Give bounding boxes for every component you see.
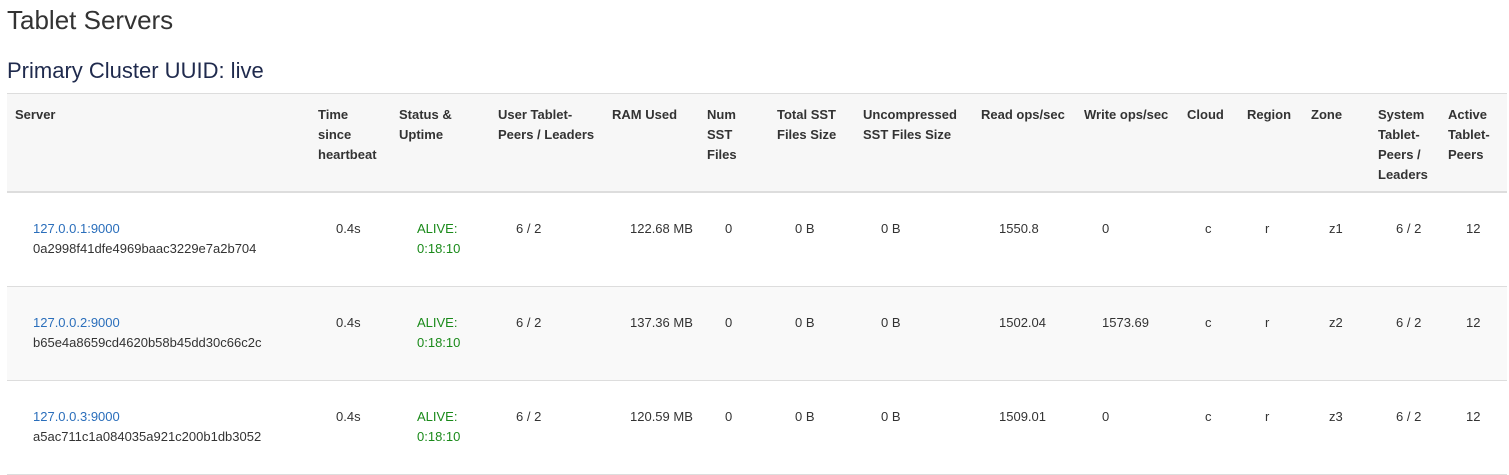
user-tablets-cell: 6 / 2 — [490, 380, 604, 475]
uncompressed-sst-cell: 0 B — [855, 286, 973, 381]
total-sst-cell: 0 B — [769, 380, 855, 475]
total-sst-cell: 0 B — [769, 192, 855, 287]
ram-cell: 137.36 MB — [604, 286, 699, 381]
num-sst-cell: 0 — [699, 380, 769, 475]
server-cell: 127.0.0.2:9000 b65e4a8659cd4620b58b45dd30… — [7, 286, 310, 381]
server-cell: 127.0.0.1:9000 0a2998f41dfe4969baac3229e7… — [7, 192, 310, 287]
system-tablets-cell: 6 / 2 — [1370, 192, 1440, 287]
column-header: RAM Used — [604, 93, 699, 193]
heartbeat-cell: 0.4s — [310, 380, 391, 475]
active-peers-cell: 12 — [1440, 286, 1507, 381]
column-header: Time since heartbeat — [310, 93, 391, 193]
write-ops-cell: 0 — [1076, 380, 1179, 475]
column-header: Write ops/sec — [1076, 93, 1179, 193]
write-ops-cell: 0 — [1076, 192, 1179, 287]
server-cell: 127.0.0.3:9000 a5ac711c1a084035a921c200b1… — [7, 380, 310, 475]
page-title: Tablet Servers — [7, 5, 174, 35]
zone-cell: z2 — [1303, 286, 1370, 381]
column-header: Server — [7, 93, 310, 193]
zone-cell: z3 — [1303, 380, 1370, 475]
column-header: System Tablet-Peers / Leaders — [1370, 93, 1440, 193]
server-uuid: b65e4a8659cd4620b58b45dd30c66c2c — [33, 335, 262, 350]
cloud-cell: c — [1179, 380, 1239, 475]
write-ops-cell: 1573.69 — [1076, 286, 1179, 381]
cluster-uuid-heading: Primary Cluster UUID: live — [7, 58, 264, 83]
column-header: Region — [1239, 93, 1303, 193]
uncompressed-sst-cell: 0 B — [855, 192, 973, 287]
read-ops-cell: 1509.01 — [973, 380, 1076, 475]
cloud-cell: c — [1179, 286, 1239, 381]
num-sst-cell: 0 — [699, 286, 769, 381]
system-tablets-cell: 6 / 2 — [1370, 286, 1440, 381]
user-tablets-cell: 6 / 2 — [490, 286, 604, 381]
read-ops-cell: 1502.04 — [973, 286, 1076, 381]
column-header: User Tablet-Peers / Leaders — [490, 93, 604, 193]
status-badge: ALIVE: — [417, 409, 458, 424]
region-cell: r — [1239, 380, 1303, 475]
region-cell: r — [1239, 286, 1303, 381]
ram-cell: 122.68 MB — [604, 192, 699, 287]
heartbeat-cell: 0.4s — [310, 192, 391, 287]
uptime: 0:18:10 — [417, 335, 461, 350]
status-badge: ALIVE: — [417, 315, 458, 330]
column-header: Uncompressed SST Files Size — [855, 93, 973, 193]
column-header: Cloud — [1179, 93, 1239, 193]
cloud-cell: c — [1179, 192, 1239, 287]
server-link[interactable]: 127.0.0.2:9000 — [33, 315, 120, 330]
server-link[interactable]: 127.0.0.1:9000 — [33, 221, 120, 236]
column-header: Status & Uptime — [391, 93, 490, 193]
zone-cell: z1 — [1303, 192, 1370, 287]
table-row: 127.0.0.3:9000 a5ac711c1a084035a921c200b1… — [7, 380, 1507, 475]
heartbeat-cell: 0.4s — [310, 286, 391, 381]
column-header: Read ops/sec — [973, 93, 1076, 193]
column-header: Zone — [1303, 93, 1370, 193]
status-cell: ALIVE: 0:18:10 — [391, 192, 490, 287]
active-peers-cell: 12 — [1440, 192, 1507, 287]
column-header: Active Tablet-Peers — [1440, 93, 1507, 193]
column-header: Total SST Files Size — [769, 93, 855, 193]
uptime: 0:18:10 — [417, 241, 461, 256]
status-badge: ALIVE: — [417, 221, 458, 236]
region-cell: r — [1239, 192, 1303, 287]
server-link[interactable]: 127.0.0.3:9000 — [33, 409, 120, 424]
tablet-servers-table: Server Time since heartbeat Status & Uptim… — [7, 93, 1507, 475]
table-row: 127.0.0.2:9000 b65e4a8659cd4620b58b45dd30… — [7, 286, 1507, 381]
table-row: 127.0.0.1:9000 0a2998f41dfe4969baac3229e7… — [7, 192, 1507, 287]
active-peers-cell: 12 — [1440, 380, 1507, 475]
ram-cell: 120.59 MB — [604, 380, 699, 475]
num-sst-cell: 0 — [699, 192, 769, 287]
status-cell: ALIVE: 0:18:10 — [391, 286, 490, 381]
read-ops-cell: 1550.8 — [973, 192, 1076, 287]
system-tablets-cell: 6 / 2 — [1370, 380, 1440, 475]
total-sst-cell: 0 B — [769, 286, 855, 381]
user-tablets-cell: 6 / 2 — [490, 192, 604, 287]
column-header: Num SST Files — [699, 93, 769, 193]
status-cell: ALIVE: 0:18:10 — [391, 380, 490, 475]
server-uuid: 0a2998f41dfe4969baac3229e7a2b704 — [33, 241, 257, 256]
uncompressed-sst-cell: 0 B — [855, 380, 973, 475]
uptime: 0:18:10 — [417, 429, 461, 444]
server-uuid: a5ac711c1a084035a921c200b1db3052 — [33, 429, 262, 444]
